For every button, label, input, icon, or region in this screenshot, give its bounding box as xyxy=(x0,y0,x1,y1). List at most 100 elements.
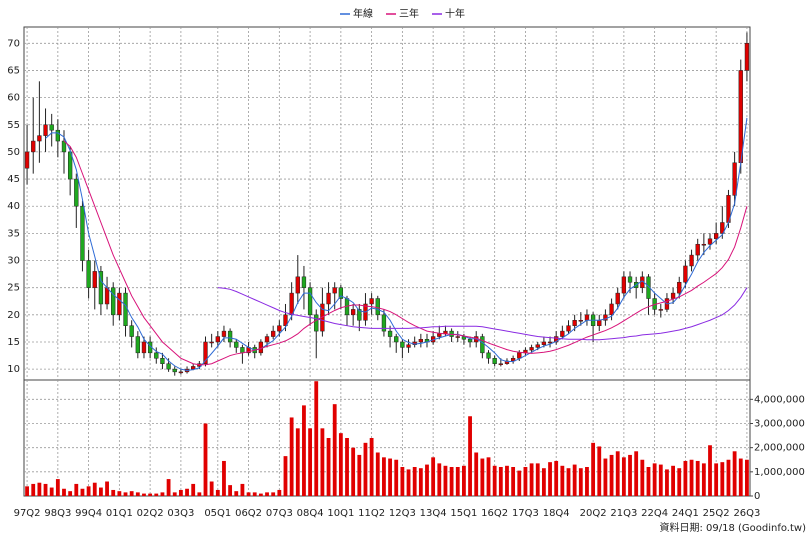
candle-body xyxy=(37,135,42,142)
candle-body xyxy=(480,336,485,354)
candle-body xyxy=(240,347,245,354)
volume-bar xyxy=(609,454,614,496)
volume-bar xyxy=(222,460,226,496)
candle-body xyxy=(135,336,140,354)
candle-body xyxy=(437,333,442,337)
candle-body xyxy=(467,339,473,343)
candle-body xyxy=(455,336,460,338)
volume-tick-label: 3,000,000 xyxy=(754,419,805,430)
volume-bar xyxy=(505,465,509,496)
y-tick-label: 50 xyxy=(7,147,20,158)
candle-body xyxy=(406,344,411,348)
candle-body xyxy=(117,292,122,316)
legend-label: 年線 xyxy=(353,7,373,20)
volume-bar xyxy=(720,462,725,496)
candle-body xyxy=(332,287,337,294)
volume-bar xyxy=(474,452,479,496)
candle-body xyxy=(351,309,356,316)
candle-body xyxy=(504,360,510,364)
x-tick-label: 11Q2 xyxy=(358,508,385,519)
candle-body xyxy=(289,292,294,316)
legend-label: 三年 xyxy=(399,7,419,20)
volume-bar xyxy=(258,493,263,496)
candle-body xyxy=(572,320,577,326)
candle-body xyxy=(486,352,491,359)
volume-bar xyxy=(437,463,442,496)
volume-bar xyxy=(277,489,282,496)
y-tick-label: 55 xyxy=(7,120,20,131)
candle-body xyxy=(695,243,700,256)
x-tick-label: 02Q2 xyxy=(137,508,164,519)
volume-bar xyxy=(400,467,405,496)
volume-bar xyxy=(603,458,608,496)
y-tick-label: 20 xyxy=(7,310,20,321)
volume-bar xyxy=(357,454,362,496)
volume-bar xyxy=(634,451,639,496)
volume-bar xyxy=(314,381,319,496)
volume-bar xyxy=(375,452,380,496)
y-tick-label: 40 xyxy=(7,201,20,212)
candle-body xyxy=(154,352,159,359)
volume-bar xyxy=(129,491,134,496)
x-tick-label: 17Q3 xyxy=(512,508,539,519)
volume-bar xyxy=(283,456,288,496)
volume-bar xyxy=(535,463,540,496)
candle-body xyxy=(418,339,423,343)
x-tick-label: 10Q1 xyxy=(327,508,354,519)
volume-bar xyxy=(197,492,202,496)
volume-tick-label: 1,000,000 xyxy=(754,467,805,478)
volume-bar xyxy=(74,483,79,496)
volume-bar xyxy=(234,491,239,496)
candle-body xyxy=(301,276,307,288)
x-tick-label: 08Q4 xyxy=(297,508,324,519)
volume-bar xyxy=(123,492,128,496)
x-tick-label: 13Q4 xyxy=(420,508,447,519)
volume-bar xyxy=(412,467,417,496)
volume-bar xyxy=(652,463,657,496)
volume-bar xyxy=(468,416,472,496)
volume-bar xyxy=(701,463,706,496)
volume-bar xyxy=(695,460,700,496)
candle-body xyxy=(517,352,522,359)
candle-body xyxy=(535,344,540,348)
candle-body xyxy=(203,341,208,364)
volume-bar xyxy=(160,492,165,496)
x-tick-label: 12Q3 xyxy=(389,508,416,519)
volume-bar xyxy=(498,467,503,496)
candle-body xyxy=(394,336,399,343)
candle-body xyxy=(111,287,116,316)
candle-body xyxy=(43,124,48,136)
volume-bar xyxy=(92,482,97,496)
volume-bar xyxy=(671,465,676,496)
candle-body xyxy=(387,330,393,337)
x-tick-label: 15Q1 xyxy=(450,508,477,519)
candle-body xyxy=(227,330,233,343)
x-tick-label: 21Q3 xyxy=(610,508,637,519)
volume-bar xyxy=(418,468,423,496)
volume-bar xyxy=(745,459,749,496)
candle-body xyxy=(498,363,503,365)
x-tick-label: 26Q3 xyxy=(733,508,760,519)
volume-bar xyxy=(148,493,153,496)
volume-bar xyxy=(449,467,454,496)
volume-bar xyxy=(455,467,460,496)
volume-bar xyxy=(55,479,60,496)
volume-bar xyxy=(252,492,257,496)
y-tick-label: 10 xyxy=(7,364,20,375)
volume-bar xyxy=(105,481,109,496)
volume-bar xyxy=(382,457,386,496)
volume-bar xyxy=(597,446,602,496)
candle-body xyxy=(264,336,270,343)
candle-body xyxy=(492,358,497,364)
candle-body xyxy=(98,271,104,305)
x-tick-label: 05Q1 xyxy=(204,508,231,519)
volume-bar xyxy=(726,459,731,496)
volume-bar xyxy=(215,489,220,496)
volume-bar xyxy=(529,463,534,496)
candle-body xyxy=(584,314,590,321)
x-tick-label: 20Q2 xyxy=(580,508,607,519)
volume-bar xyxy=(228,485,233,496)
candle-body xyxy=(191,366,196,370)
volume-bar xyxy=(117,491,122,496)
